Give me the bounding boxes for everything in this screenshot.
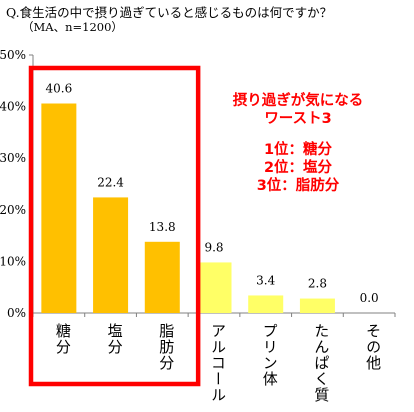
data-label-4: 9.8 [204,240,223,254]
y-tick-label: 50% [0,48,26,62]
worst3-callout: 摂り過ぎが気になる ワースト3 1位：糖分 2位：塩分 3位：脂肪分 [212,92,384,195]
data-label-2: 22.4 [97,175,124,189]
sample-note: （MA、n=1200） [22,20,123,34]
highlight-frame [28,65,201,387]
category-label-2: 塩分 [106,323,124,355]
callout-rank3: 3位：脂肪分 [256,178,340,194]
bar-4 [196,262,232,313]
bar-1 [41,103,77,313]
category-label-6: たんぱく質 [312,323,330,403]
callout-title-line1: 摂り過ぎが気になる [232,93,364,109]
data-label-1: 40.6 [45,82,72,96]
category-label-4: アルコール [209,323,227,403]
category-label-7: その他 [364,323,382,371]
y-tick-label: 20% [0,203,26,217]
callout-title-line2: ワースト3 [264,111,332,127]
category-label-1: 糖分 [54,323,72,355]
data-label-5: 3.4 [256,273,275,287]
bar-5 [248,295,284,313]
data-label-3: 13.8 [149,220,176,234]
bar-3 [144,241,180,313]
callout-rank2: 2位：塩分 [263,160,333,176]
category-label-3: 脂肪分 [157,323,175,371]
data-label-6: 2.8 [308,277,327,291]
question-title: Q.食生活の中で摂り過ぎていると感じるものは何ですか？ [6,5,333,20]
bar-2 [93,197,129,313]
data-label-7: 0.0 [360,291,379,305]
bar-6 [299,298,335,313]
y-tick-label: 0% [7,306,26,320]
y-tick-label: 30% [0,151,26,165]
category-label-5: プリン体 [261,323,279,387]
y-tick-label: 40% [0,100,26,114]
callout-rank1: 1位：糖分 [263,142,333,158]
y-tick-label: 10% [0,254,26,268]
